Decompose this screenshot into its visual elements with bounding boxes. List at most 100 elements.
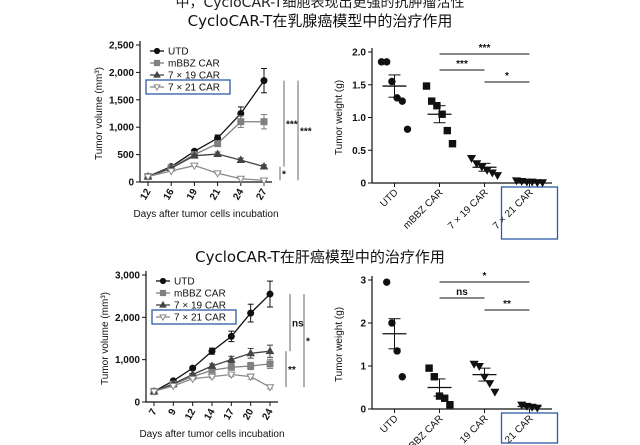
data-point-2 — [466, 155, 477, 163]
data-point-1 — [422, 82, 431, 90]
data-point-0 — [383, 58, 391, 66]
legend-label-0: UTD — [174, 277, 195, 288]
category-label: 7 × 21 CAR — [491, 187, 536, 232]
x-tick-label: 24 — [261, 407, 276, 423]
y-tick-label: 1.5 — [352, 80, 366, 91]
data-point-1 — [214, 140, 222, 148]
data-point-3 — [265, 384, 275, 392]
y-tick-label: 0 — [360, 405, 366, 416]
data-point-2 — [474, 362, 484, 371]
category-label: UTD — [378, 413, 400, 435]
data-point-2 — [227, 355, 236, 363]
x-axis-label: Days after tumor cells incubation — [133, 209, 278, 220]
significance-label: *** — [286, 120, 298, 131]
data-point-0 — [388, 77, 396, 86]
data-point-3 — [213, 170, 222, 178]
data-point-1 — [227, 363, 235, 371]
top-cut-caption: 中，CycloCAR-T细胞表现出更强的抗肿瘤活性 — [175, 0, 465, 11]
highlight-box — [151, 309, 237, 325]
y-tick-label: 2,000 — [115, 313, 140, 324]
data-point-2 — [259, 162, 269, 170]
data-point-2 — [213, 149, 222, 157]
significance-label: ns — [456, 287, 468, 298]
data-point-3 — [259, 177, 269, 185]
legend-marker — [159, 289, 167, 297]
x-tick-label: 21 — [208, 187, 223, 203]
data-point-3 — [207, 373, 217, 382]
y-tick-label: 2,000 — [109, 68, 134, 79]
y-tick-label: 1 — [360, 362, 366, 373]
x-tick-label: 7 — [147, 407, 160, 418]
data-point-1 — [247, 362, 255, 370]
significance-label: *** — [479, 43, 491, 54]
highlight-box — [500, 412, 559, 444]
y-tick-label: 2 — [360, 319, 366, 330]
x-axis-label: Days after tumor cells incubation — [139, 429, 284, 440]
y-tick-label: 1.0 — [352, 113, 366, 124]
category-label: UTD — [378, 187, 400, 209]
data-point-3 — [149, 388, 159, 397]
y-tick-label: 1,000 — [115, 355, 140, 366]
data-point-1 — [430, 373, 439, 381]
y-tick-label: 1,500 — [109, 95, 134, 106]
data-point-0 — [260, 77, 268, 85]
data-point-0 — [403, 125, 412, 133]
legend-marker — [159, 277, 167, 285]
significance-label: *** — [300, 126, 312, 137]
category-label: 19 CAR — [458, 413, 491, 445]
legend-label-2: 7 × 19 CAR — [168, 71, 220, 82]
y-tick-label: 500 — [117, 150, 134, 161]
data-point-0 — [393, 94, 401, 102]
data-point-0 — [388, 319, 396, 327]
y-axis-label: Tumor weight (g) — [334, 80, 345, 155]
y-tick-label: 0 — [134, 398, 140, 409]
significance-label: * — [505, 71, 509, 82]
significance-label: ** — [288, 365, 296, 376]
data-point-0 — [208, 347, 216, 355]
y-tick-label: 3 — [360, 276, 366, 287]
y-tick-label: 0.5 — [352, 146, 366, 157]
data-point-3 — [246, 373, 255, 382]
significance-label: * — [306, 337, 310, 348]
legend-marker — [153, 84, 161, 92]
data-point-1 — [441, 394, 449, 402]
y-tick-label: 2,500 — [109, 41, 134, 52]
data-point-0 — [227, 332, 235, 340]
x-tick-label: 12 — [183, 407, 198, 423]
category-label: 21 CAR — [503, 413, 536, 445]
data-point-3 — [143, 173, 153, 182]
x-tick-label: 14 — [203, 407, 218, 423]
legend-marker — [153, 70, 161, 78]
y-tick-label: 1,000 — [109, 123, 134, 134]
legend-label-3: 7 × 21 CAR — [174, 313, 226, 324]
data-point-1 — [260, 118, 268, 126]
data-point-3 — [169, 383, 178, 391]
y-tick-label: 3,000 — [115, 271, 140, 282]
data-point-3 — [166, 168, 176, 176]
data-point-2 — [236, 155, 246, 163]
data-point-1 — [425, 364, 433, 372]
y-tick-label: 2.0 — [352, 48, 366, 59]
legend-label-0: UTD — [168, 47, 189, 58]
series-line-3 — [147, 164, 265, 182]
data-point-1 — [428, 97, 436, 105]
data-point-1 — [448, 140, 457, 148]
data-point-0 — [247, 309, 255, 317]
breast-cancer-section-title: CycloCAR-T在乳腺癌模型中的治疗作用 — [187, 12, 453, 30]
x-tick-label: 19 — [185, 187, 200, 203]
data-point-3 — [190, 162, 199, 171]
legend-marker — [153, 59, 161, 67]
data-point-3 — [236, 175, 246, 184]
data-point-2 — [207, 361, 217, 369]
series-line-2 — [147, 153, 265, 178]
data-point-0 — [266, 290, 274, 298]
y-tick-label: 0 — [128, 178, 134, 189]
y-axis-label: Tumor weight (g) — [334, 307, 345, 382]
data-point-1 — [237, 118, 245, 126]
data-point-2 — [490, 388, 500, 397]
highlight-box — [500, 186, 559, 240]
data-point-0 — [393, 347, 401, 355]
data-point-2 — [492, 172, 503, 180]
significance-label: ** — [503, 299, 511, 310]
